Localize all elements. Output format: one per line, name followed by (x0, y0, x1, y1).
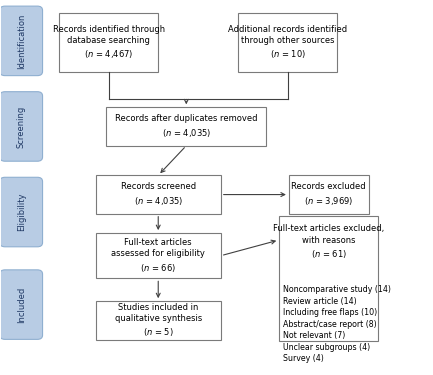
Text: Eligibility: Eligibility (17, 193, 26, 231)
FancyBboxPatch shape (0, 92, 42, 161)
FancyBboxPatch shape (59, 13, 158, 72)
FancyBboxPatch shape (289, 176, 368, 214)
Text: Records excluded
($\it{n}$ = 3,969): Records excluded ($\it{n}$ = 3,969) (291, 183, 366, 207)
Text: Screening: Screening (17, 105, 26, 148)
FancyBboxPatch shape (0, 270, 42, 339)
Text: Records after duplicates removed
($\it{n}$ = 4,035): Records after duplicates removed ($\it{n… (115, 114, 258, 138)
Text: Studies included in
qualitative synthesis
($\it{n}$ = 5): Studies included in qualitative synthesi… (115, 303, 202, 338)
Text: Records screened
($\it{n}$ = 4,035): Records screened ($\it{n}$ = 4,035) (121, 183, 196, 207)
Text: Full-text articles excluded,
with reasons
($\it{n}$ = 61): Full-text articles excluded, with reason… (273, 224, 385, 260)
FancyBboxPatch shape (0, 6, 42, 76)
FancyBboxPatch shape (0, 177, 42, 247)
Text: Included: Included (17, 286, 26, 323)
FancyBboxPatch shape (96, 301, 221, 339)
FancyBboxPatch shape (96, 233, 221, 278)
Text: Full-text articles
assessed for eligibility
($\it{n}$ = 66): Full-text articles assessed for eligibil… (111, 238, 205, 273)
Text: Additional records identified
through other sources
($\it{n}$ = 10): Additional records identified through ot… (228, 25, 347, 60)
FancyBboxPatch shape (107, 107, 266, 146)
Text: Records identified through
database searching
($\it{n}$ = 4,467): Records identified through database sear… (52, 25, 165, 60)
FancyBboxPatch shape (96, 176, 221, 214)
FancyBboxPatch shape (238, 13, 337, 72)
Text: Identification: Identification (17, 13, 26, 69)
Text: Noncomparative study (14)
Review article (14)
Including free flaps (10)
Abstract: Noncomparative study (14) Review article… (284, 285, 391, 363)
FancyBboxPatch shape (279, 216, 378, 341)
